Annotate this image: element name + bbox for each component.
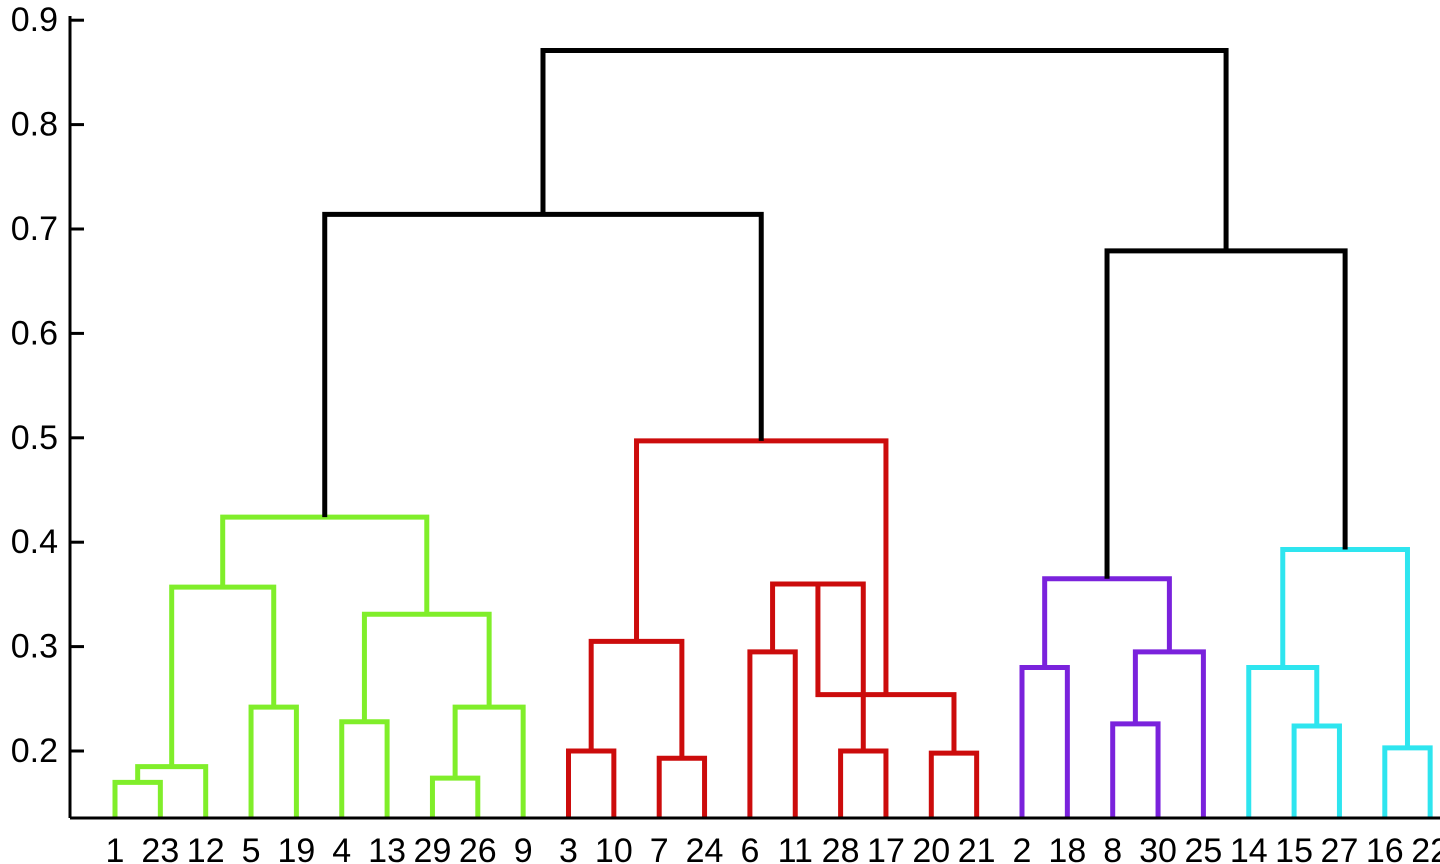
dendrogram-link [928,750,980,818]
leaf-label: 13 [368,832,406,864]
dendrogram-link [656,755,708,818]
dendrogram-link [1104,248,1348,579]
y-tick-label: 0.7 [11,210,58,248]
leaf-label: 28 [822,832,860,864]
y-axis-ticks: 0.2 0.3 0.4 0.5 0.6 0.7 0.8 0.9 [11,1,84,770]
y-tick-label: 0.8 [11,106,58,144]
dendrogram-link [540,47,1229,251]
dendrogram-link [1019,664,1070,818]
dendrogram-link [1132,649,1206,818]
y-tick-label: 0.9 [11,1,58,39]
dendrogram-link [429,775,481,818]
leaf-label: 20 [912,832,950,864]
leaf-label: 23 [141,832,179,864]
leaf-label: 27 [1321,832,1359,864]
leaf-label: 30 [1139,832,1177,864]
dendrogram-link [452,704,526,818]
leaf-label: 12 [187,832,225,864]
y-tick-label: 0.3 [11,628,58,666]
dendrogram-link [339,719,390,818]
dendrogram-link [1246,664,1320,818]
dendrogram-link [112,779,163,818]
dendrogram-link [747,649,798,818]
leaf-label: 3 [559,832,578,864]
dendrogram-links [112,47,1433,818]
dendrogram-link [1280,547,1410,748]
dendrogram-link [838,748,889,818]
dendrogram-link [248,704,299,818]
leaf-label: 22 [1411,832,1440,864]
dendrogram-link [566,748,617,818]
dendrogram-link [220,514,430,615]
dendrogram-link [1110,721,1161,818]
y-tick-label: 0.4 [11,523,58,561]
leaf-label: 4 [332,832,351,864]
dendrogram-link [169,584,277,767]
dendrogram-link [634,438,889,695]
dendrogram-link [322,211,764,518]
leaf-label: 15 [1275,832,1313,864]
leaf-label: 26 [459,832,497,864]
leaf-label: 6 [740,832,759,864]
leaf-label: 21 [958,832,996,864]
leaf-label: 5 [242,832,261,864]
leaf-label: 17 [867,832,905,864]
leaf-label: 18 [1048,832,1086,864]
leaf-label: 2 [1013,832,1032,864]
leaf-labels: 1 23 12 5 19 4 13 29 26 9 3 10 7 24 6 11 28 17 20 21 2 18 8 30 2… [106,832,1440,864]
leaf-label: 8 [1103,832,1122,864]
leaf-label: 24 [686,832,724,864]
leaf-label: 29 [414,832,452,864]
leaf-label: 14 [1230,832,1268,864]
dendrogram-link [1382,745,1433,818]
leaf-label: 11 [778,832,813,864]
leaf-label: 19 [277,832,315,864]
dendrogram-link [588,638,685,759]
leaf-label: 1 [106,832,125,864]
leaf-label: 10 [595,832,633,864]
y-tick-label: 0.5 [11,419,58,457]
y-tick-label: 0.2 [11,732,58,770]
dendrogram-link [135,764,209,818]
leaf-label: 16 [1366,832,1404,864]
leaf-label: 25 [1184,832,1222,864]
dendrogram-link [1291,723,1342,818]
y-tick-label: 0.6 [11,314,58,352]
leaf-label: 7 [650,832,669,864]
leaf-label: 9 [514,832,533,864]
axes [68,16,1440,820]
